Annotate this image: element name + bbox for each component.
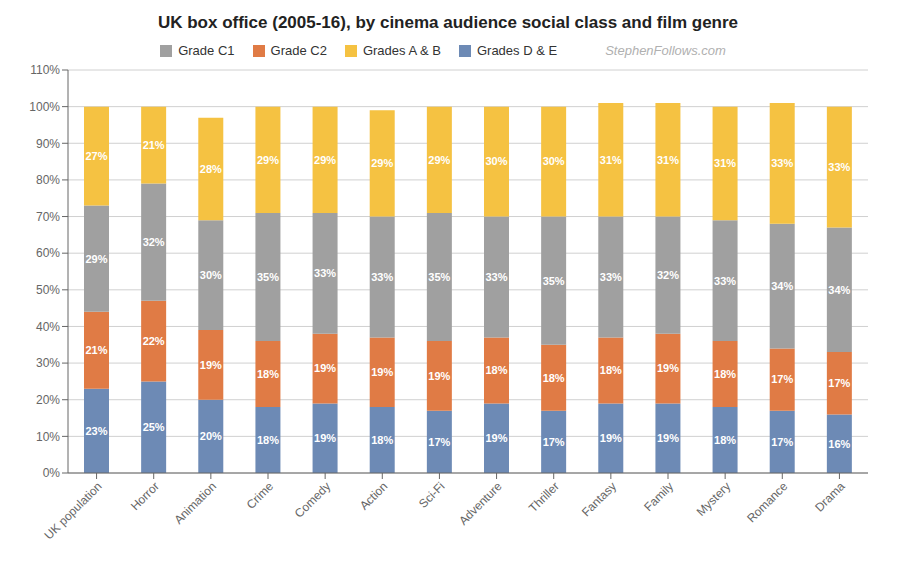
svg-text:20%: 20%	[36, 393, 60, 407]
svg-text:Mystery: Mystery	[694, 479, 734, 519]
svg-text:33%: 33%	[485, 271, 507, 283]
svg-text:25%: 25%	[143, 421, 165, 433]
svg-text:35%: 35%	[543, 275, 565, 287]
svg-text:18%: 18%	[257, 368, 279, 380]
svg-text:Horror: Horror	[128, 479, 162, 513]
svg-text:20%: 20%	[200, 430, 222, 442]
svg-text:Crime: Crime	[244, 479, 277, 512]
svg-text:29%: 29%	[257, 154, 279, 166]
svg-text:30%: 30%	[485, 155, 507, 167]
svg-text:UK population: UK population	[42, 479, 105, 542]
svg-text:33%: 33%	[828, 161, 850, 173]
svg-text:30%: 30%	[36, 356, 60, 370]
svg-text:50%: 50%	[36, 283, 60, 297]
svg-text:31%: 31%	[714, 157, 736, 169]
svg-text:Romance: Romance	[744, 479, 790, 525]
svg-text:22%: 22%	[143, 335, 165, 347]
svg-text:19%: 19%	[314, 362, 336, 374]
svg-text:32%: 32%	[657, 269, 679, 281]
svg-text:32%: 32%	[143, 236, 165, 248]
svg-text:23%: 23%	[85, 425, 107, 437]
svg-text:17%: 17%	[771, 373, 793, 385]
svg-text:17%: 17%	[828, 377, 850, 389]
svg-text:29%: 29%	[314, 154, 336, 166]
svg-text:18%: 18%	[714, 368, 736, 380]
svg-text:30%: 30%	[200, 269, 222, 281]
svg-text:27%: 27%	[85, 150, 107, 162]
svg-text:21%: 21%	[143, 139, 165, 151]
svg-text:Family: Family	[641, 479, 676, 514]
svg-text:30%: 30%	[543, 155, 565, 167]
svg-text:110%: 110%	[30, 63, 60, 77]
html-text:Grades D & E: Grades D & E	[477, 43, 558, 58]
svg-text:33%: 33%	[314, 267, 336, 279]
svg-text:Thriller: Thriller	[526, 479, 562, 515]
svg-text:31%: 31%	[657, 154, 679, 166]
svg-text:35%: 35%	[428, 271, 450, 283]
svg-text:Comedy: Comedy	[292, 479, 333, 520]
svg-text:100%: 100%	[29, 100, 60, 114]
svg-text:16%: 16%	[828, 438, 850, 450]
svg-text:28%: 28%	[200, 163, 222, 175]
svg-text:18%: 18%	[485, 364, 507, 376]
svg-text:19%: 19%	[600, 432, 622, 444]
svg-text:17%: 17%	[428, 436, 450, 448]
svg-text:33%: 33%	[771, 157, 793, 169]
svg-text:17%: 17%	[771, 436, 793, 448]
html-text:Grade C1: Grade C1	[178, 43, 235, 58]
svg-text:19%: 19%	[314, 432, 336, 444]
svg-text:18%: 18%	[371, 434, 393, 446]
svg-text:19%: 19%	[657, 362, 679, 374]
html-text:Grades A & B: Grades A & B	[362, 43, 441, 58]
svg-text:19%: 19%	[371, 366, 393, 378]
svg-text:31%: 31%	[600, 154, 622, 166]
svg-text:10%: 10%	[36, 430, 60, 444]
svg-text:19%: 19%	[657, 432, 679, 444]
svg-text:19%: 19%	[485, 432, 507, 444]
svg-text:Fantasy: Fantasy	[579, 479, 619, 519]
svg-text:0%: 0%	[43, 466, 61, 480]
svg-text:33%: 33%	[714, 275, 736, 287]
svg-text:34%: 34%	[828, 284, 850, 296]
svg-text:Action: Action	[357, 479, 390, 512]
svg-text:33%: 33%	[600, 271, 622, 283]
svg-text:18%: 18%	[543, 372, 565, 384]
html-text:StephenFollows.com: StephenFollows.com	[605, 43, 726, 58]
svg-text:35%: 35%	[257, 271, 279, 283]
svg-text:40%: 40%	[36, 320, 60, 334]
svg-text:21%: 21%	[85, 344, 107, 356]
svg-text:33%: 33%	[371, 271, 393, 283]
svg-text:29%: 29%	[371, 157, 393, 169]
svg-text:29%: 29%	[85, 253, 107, 265]
svg-text:18%: 18%	[600, 364, 622, 376]
svg-text:18%: 18%	[714, 434, 736, 446]
svg-text:34%: 34%	[771, 280, 793, 292]
svg-text:80%: 80%	[36, 173, 60, 187]
html-text:UK box office (2005-16), by ci: UK box office (2005-16), by cinema audie…	[157, 13, 738, 32]
svg-text:70%: 70%	[36, 210, 60, 224]
svg-text:60%: 60%	[36, 246, 60, 260]
svg-text:19%: 19%	[200, 359, 222, 371]
svg-text:29%: 29%	[428, 154, 450, 166]
svg-text:Sci-Fi: Sci-Fi	[416, 479, 448, 511]
svg-text:90%: 90%	[36, 137, 60, 151]
svg-text:19%: 19%	[428, 370, 450, 382]
svg-text:18%: 18%	[257, 434, 279, 446]
html-text:Grade C2: Grade C2	[270, 43, 327, 58]
svg-text:Adventure: Adventure	[456, 479, 505, 528]
svg-text:Drama: Drama	[812, 479, 848, 515]
svg-text:Animation: Animation	[171, 479, 219, 527]
svg-text:17%: 17%	[543, 436, 565, 448]
